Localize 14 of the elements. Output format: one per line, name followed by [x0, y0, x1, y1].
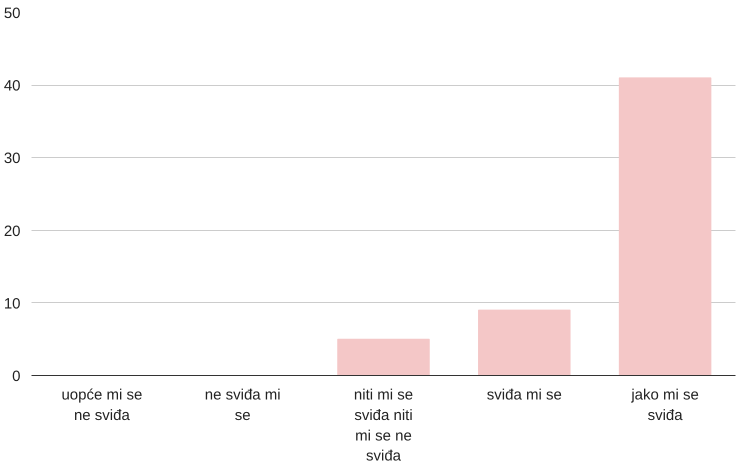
- x-tick-label: ne sviđa mi se: [204, 386, 281, 424]
- x-tick-label: sviđa mi se: [486, 386, 562, 404]
- y-tick-label: 50: [4, 5, 21, 22]
- bar: [478, 310, 571, 376]
- bar: [337, 338, 430, 376]
- y-tick-label: 10: [4, 295, 21, 312]
- bar: [618, 77, 712, 376]
- y-tick-label: 40: [4, 78, 21, 95]
- x-tick-label: jako mi se sviđa: [630, 386, 699, 424]
- y-tick-label: 30: [4, 150, 21, 168]
- x-tick-label: niti mi se sviđa niti mi se ne sviđa: [354, 386, 414, 465]
- y-tick-label: 20: [4, 222, 21, 240]
- y-tick-label: 0: [12, 368, 20, 385]
- x-tick-label: uopće mi se ne sviđa: [61, 386, 142, 424]
